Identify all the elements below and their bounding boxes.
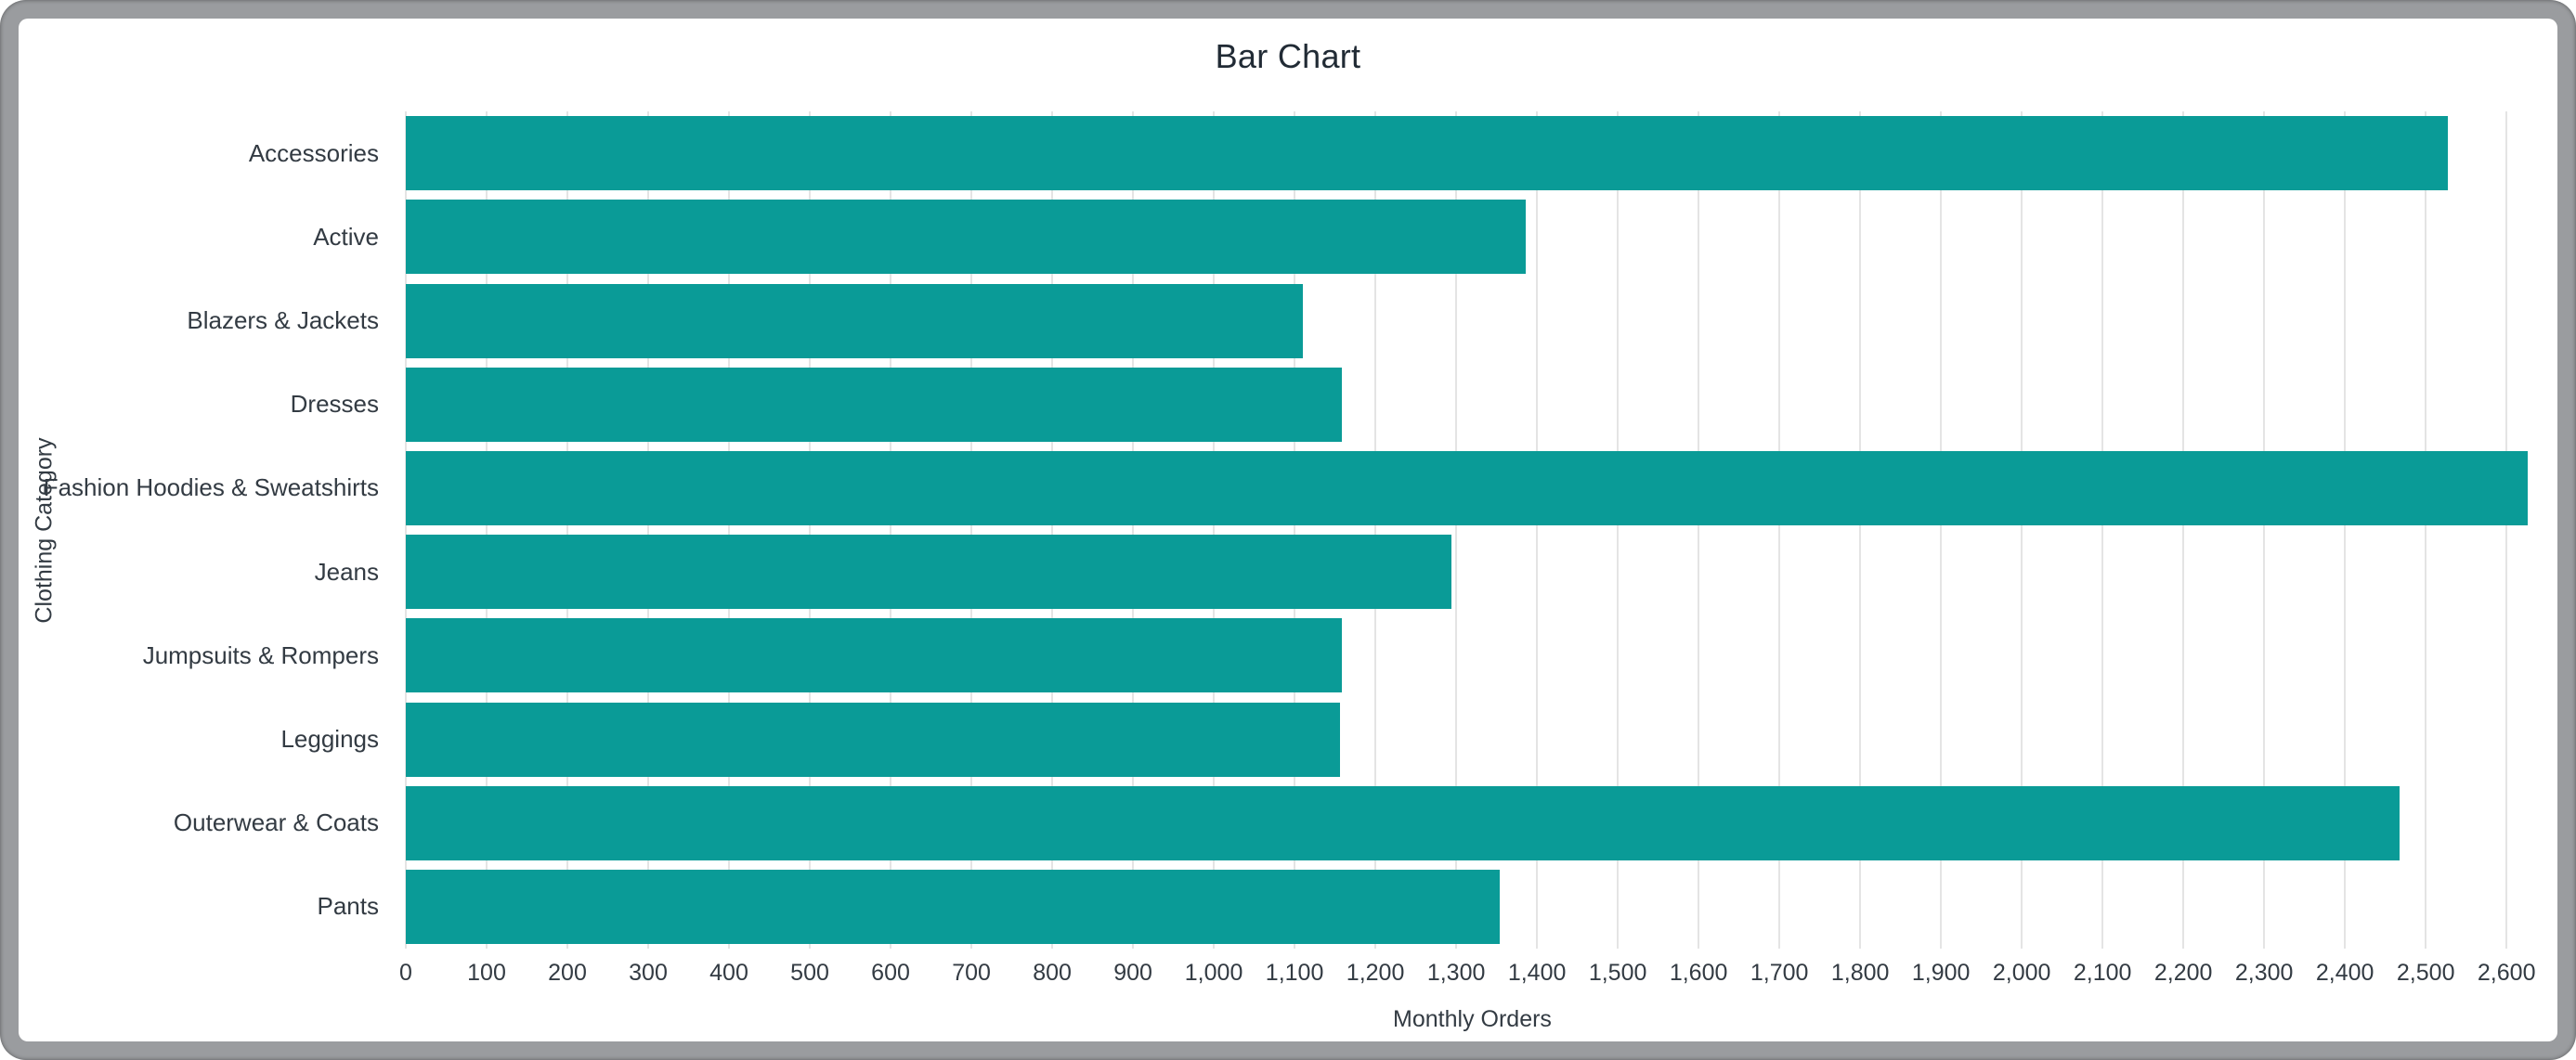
category-label-outerwear-coats: Outerwear & Coats — [173, 808, 379, 837]
x-tick-label-900: 900 — [1113, 960, 1152, 986]
x-tick-label-2200: 2,200 — [2153, 960, 2213, 986]
x-tick-label-1400: 1,400 — [1507, 960, 1567, 986]
x-tick-label-0: 0 — [399, 960, 412, 986]
x-axis-ticks: 0 100 200 300 400 500 600 700 800 900 1,000 1,100 1,… — [399, 960, 2539, 991]
gridline-900 — [1132, 111, 1135, 949]
bar-row-outerwear-coats — [406, 782, 2539, 865]
gridline-300 — [647, 111, 650, 949]
gridline-1700 — [1778, 111, 1781, 949]
bar-leggings — [406, 702, 1340, 777]
gridline-1100 — [1294, 111, 1296, 949]
gridline-2100 — [2101, 111, 2104, 949]
x-tick-label-1600: 1,600 — [1669, 960, 1728, 986]
gridline-1000 — [1213, 111, 1216, 949]
x-tick-label-200: 200 — [548, 960, 587, 986]
gridline-2200 — [2182, 111, 2185, 949]
bar-dresses — [406, 367, 1343, 442]
gridline-2600 — [2505, 111, 2508, 949]
gridline-1500 — [1617, 111, 1620, 949]
x-tick-label-700: 700 — [952, 960, 991, 986]
category-labels: Accessories Active Blazers & Jackets Dresse… — [19, 111, 379, 949]
category-label-fashion-hoodies-sweatshirts: Fashion Hoodies & Sweatshirts — [43, 473, 379, 502]
gridline-2500 — [2425, 111, 2427, 949]
bar-row-pants — [406, 865, 2539, 949]
gridline-1300 — [1455, 111, 1458, 949]
x-tick-label-800: 800 — [1033, 960, 1072, 986]
bar-row-accessories — [406, 111, 2539, 195]
gridline-2000 — [2021, 111, 2023, 949]
bar-blazers-jackets — [406, 283, 1303, 358]
x-tick-label-1500: 1,500 — [1588, 960, 1647, 986]
bar-rows — [406, 111, 2539, 949]
bar-row-blazers-jackets — [406, 278, 2539, 362]
category-label-blazers-jackets: Blazers & Jackets — [187, 306, 379, 334]
x-tick-label-1700: 1,700 — [1750, 960, 1809, 986]
gridline-200 — [566, 111, 568, 949]
x-tick-label-1300: 1,300 — [1426, 960, 1486, 986]
gridline-1200 — [1374, 111, 1377, 949]
x-tick-label-400: 400 — [709, 960, 748, 986]
bar-outerwear-coats — [406, 785, 2400, 860]
x-tick-label-1100: 1,100 — [1265, 960, 1324, 986]
category-label-active: Active — [313, 222, 379, 251]
category-label-accessories: Accessories — [248, 138, 379, 167]
bar-pants — [406, 869, 1501, 944]
x-tick-label-2600: 2,600 — [2477, 960, 2536, 986]
x-tick-label-600: 600 — [871, 960, 910, 986]
gridline-1900 — [1940, 111, 1943, 949]
x-tick-label-300: 300 — [629, 960, 668, 986]
bar-fashion-hoodies-sweatshirts — [406, 450, 2528, 525]
gridline-1800 — [1859, 111, 1862, 949]
bar-row-dresses — [406, 363, 2539, 446]
gridline-400 — [728, 111, 731, 949]
category-label-jumpsuits-rompers: Jumpsuits & Rompers — [142, 640, 379, 669]
bar-accessories — [406, 116, 2448, 191]
x-tick-label-500: 500 — [790, 960, 829, 986]
bar-row-active — [406, 195, 2539, 278]
category-label-jeans: Jeans — [314, 557, 379, 586]
gridline-500 — [809, 111, 812, 949]
x-tick-label-2400: 2,400 — [2315, 960, 2374, 986]
x-tick-label-1800: 1,800 — [1830, 960, 1890, 986]
bar-row-leggings — [406, 697, 2539, 781]
x-tick-label-2000: 2,000 — [1992, 960, 2051, 986]
bar-jumpsuits-rompers — [406, 618, 1342, 693]
x-tick-label-2500: 2,500 — [2396, 960, 2455, 986]
plot-area — [405, 111, 2539, 949]
x-tick-label-100: 100 — [467, 960, 506, 986]
bar-jeans — [406, 535, 1451, 610]
bar-row-jumpsuits-rompers — [406, 614, 2539, 697]
category-label-pants: Pants — [317, 892, 380, 921]
gridline-600 — [890, 111, 892, 949]
category-label-leggings: Leggings — [280, 725, 379, 754]
x-tick-label-2100: 2,100 — [2073, 960, 2132, 986]
bar-row-jeans — [406, 530, 2539, 614]
gridline-800 — [1051, 111, 1054, 949]
gridline-100 — [486, 111, 488, 949]
gridline-0 — [405, 111, 407, 949]
x-tick-label-1200: 1,200 — [1346, 960, 1405, 986]
x-axis-title: Monthly Orders — [1393, 1006, 1552, 1032]
x-tick-label-1900: 1,900 — [1911, 960, 1971, 986]
bar-active — [406, 200, 1526, 275]
bar-row-fashion-hoodies-sweatshirts — [406, 446, 2539, 530]
gridline-2400 — [2344, 111, 2347, 949]
chart-title: Bar Chart — [1215, 37, 1361, 75]
x-tick-label-1000: 1,000 — [1184, 960, 1243, 986]
category-label-dresses: Dresses — [290, 390, 379, 419]
gridline-1600 — [1698, 111, 1700, 949]
gridline-2300 — [2263, 111, 2266, 949]
gridline-700 — [970, 111, 973, 949]
chart-card: Bar Chart Clothing Category Accessories A… — [19, 19, 2557, 1041]
x-tick-label-2300: 2,300 — [2234, 960, 2294, 986]
gridline-1400 — [1536, 111, 1539, 949]
